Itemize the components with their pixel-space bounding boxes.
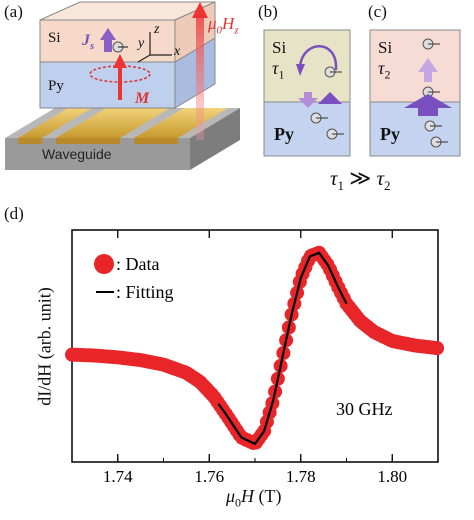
panel-c-py: Py [380, 124, 400, 144]
magnetization-label: M [135, 90, 150, 107]
x-tick-label: 1.80 [377, 467, 407, 486]
axis-z-label: z [154, 22, 160, 37]
field-arrow-head [192, 2, 208, 18]
legend-data-label: : Data [116, 254, 159, 274]
spin-current-label: Js [82, 32, 95, 53]
fit-line [217, 251, 348, 446]
small-up-arrow [418, 58, 438, 72]
panel-b-si: Si [272, 38, 287, 57]
panel-label-a: (a) [4, 2, 23, 21]
waveguide-strip-1 [18, 108, 92, 138]
panel-b-tau: τ1 [272, 58, 285, 82]
panel-a: (a) Si Py Js M μ0Hz x y z Waveguide [0, 0, 250, 200]
substrate-side [190, 108, 240, 170]
frequency-annotation: 30 GHz [336, 399, 393, 419]
resonance-chart: 1.74 1.76 1.78 1.80 : Data : Fitting 30 GHz [65, 229, 445, 486]
spin-current-arrow [104, 38, 112, 52]
substrate-front [5, 138, 190, 170]
legend-fit-label: : Fitting [116, 282, 174, 302]
panel-label-c: (c) [368, 2, 387, 21]
x-tick-label: 1.74 [103, 467, 133, 486]
field-beam [196, 14, 204, 140]
y-axis-label: dI/dH (arb. unit) [34, 287, 55, 406]
x-tick-label: 1.76 [194, 467, 224, 486]
up-arrow [318, 92, 342, 104]
waveguide-strip-2 [56, 108, 170, 138]
big-up-arrow [404, 94, 452, 108]
data-point [430, 341, 445, 356]
spin-path-arrow [298, 45, 338, 73]
panel-d: (d) 1.74 1.76 1.78 1.80 : Data : Fitting 30 GH… [0, 200, 474, 515]
panel-b-diagram [263, 29, 351, 157]
x-tick-label: 1.78 [286, 467, 316, 486]
si-label: Si [48, 30, 61, 46]
waveguide-strip-3 [134, 108, 228, 138]
legend-data-marker [94, 254, 114, 274]
py-label: Py [48, 78, 64, 94]
field-label: μ0Hz [208, 14, 239, 37]
panel-label-d: (d) [4, 204, 24, 223]
x-axis-label: μ0H (T) [226, 486, 282, 510]
panel-label-b: (b) [258, 2, 278, 21]
down-arrow [298, 98, 318, 108]
panel-c: (c) Si τ2 Py [364, 0, 469, 160]
panel-b-py: Py [274, 124, 294, 144]
panel-c-tau: τ2 [378, 58, 391, 82]
axis-y-label: y [138, 36, 145, 51]
panel-c-diagram [369, 29, 461, 157]
axis-x-label: x [174, 44, 181, 59]
tau-relation: τ1 ≫ τ2 [330, 166, 391, 194]
panel-c-si: Si [378, 38, 393, 57]
axis-y [137, 54, 151, 63]
waveguide-label: Waveguide [42, 146, 112, 162]
device-schematic [5, 1, 240, 170]
panel-b: (b) Si τ1 Py [258, 0, 358, 160]
